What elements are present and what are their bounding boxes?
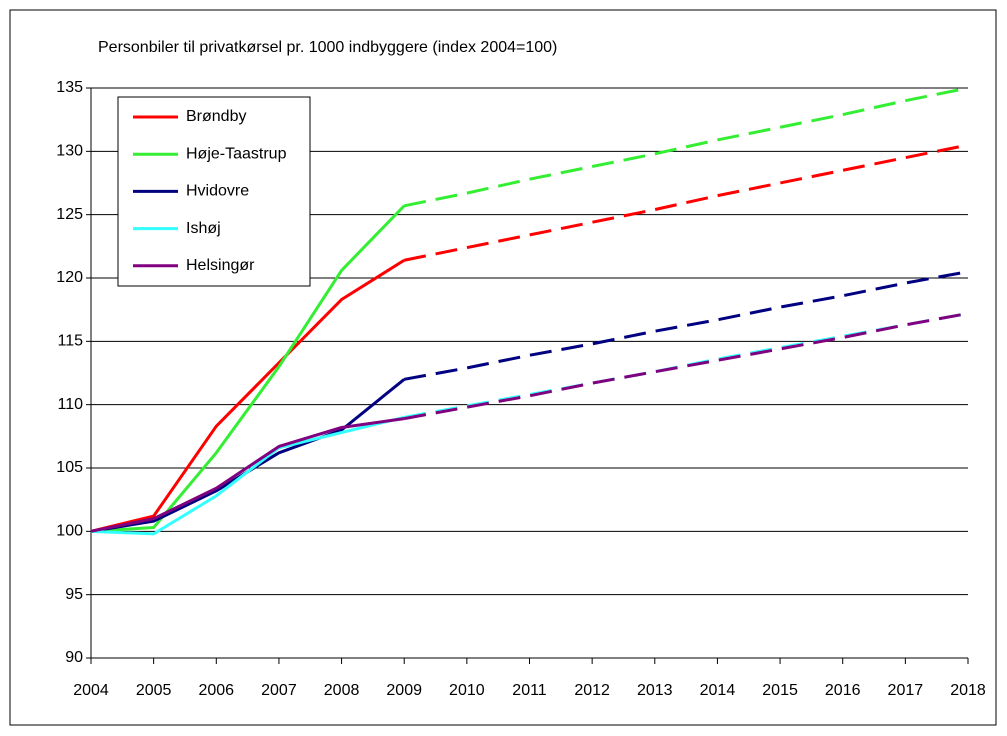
y-tick-label: 110	[57, 396, 83, 413]
x-tick-label: 2013	[637, 682, 673, 699]
y-tick-label: 115	[57, 333, 83, 350]
y-tick-label: 100	[56, 523, 83, 540]
legend-label: Helsingør	[186, 257, 255, 274]
y-tick-label: 105	[56, 459, 83, 476]
y-tick-label: 130	[56, 143, 83, 160]
y-tick-label: 135	[56, 79, 83, 96]
y-tick-label: 95	[65, 586, 83, 603]
x-tick-label: 2009	[386, 682, 422, 699]
series-line	[90, 204, 406, 533]
legend-label: Hvidovre	[186, 183, 249, 200]
series-line	[90, 417, 405, 533]
legend-label: Brøndby	[186, 108, 246, 125]
x-tick-label: 2014	[700, 682, 736, 699]
x-tick-label: 2012	[574, 682, 610, 699]
legend-label: Ishøj	[186, 220, 221, 237]
x-tick-label: 2004	[73, 682, 109, 699]
x-tick-label: 2015	[762, 682, 798, 699]
y-tick-label: 90	[65, 649, 83, 666]
x-tick-label: 2008	[324, 682, 360, 699]
x-tick-label: 2010	[449, 682, 485, 699]
x-tick-label: 2007	[261, 682, 297, 699]
x-tick-label: 2011	[512, 682, 547, 699]
x-tick-label: 2005	[136, 682, 172, 699]
x-tick-label: 2006	[198, 682, 234, 699]
y-tick-label: 125	[56, 206, 83, 223]
legend-label: Høje-Taastrup	[186, 145, 287, 162]
chart-title: Personbiler til privatkørsel pr. 1000 in…	[98, 39, 557, 56]
x-tick-label: 2017	[888, 682, 924, 699]
series-line	[90, 415, 405, 536]
y-tick-label: 120	[56, 269, 83, 286]
x-tick-label: 2018	[950, 682, 986, 699]
x-tick-label: 2016	[825, 682, 861, 699]
series-line	[90, 258, 406, 533]
